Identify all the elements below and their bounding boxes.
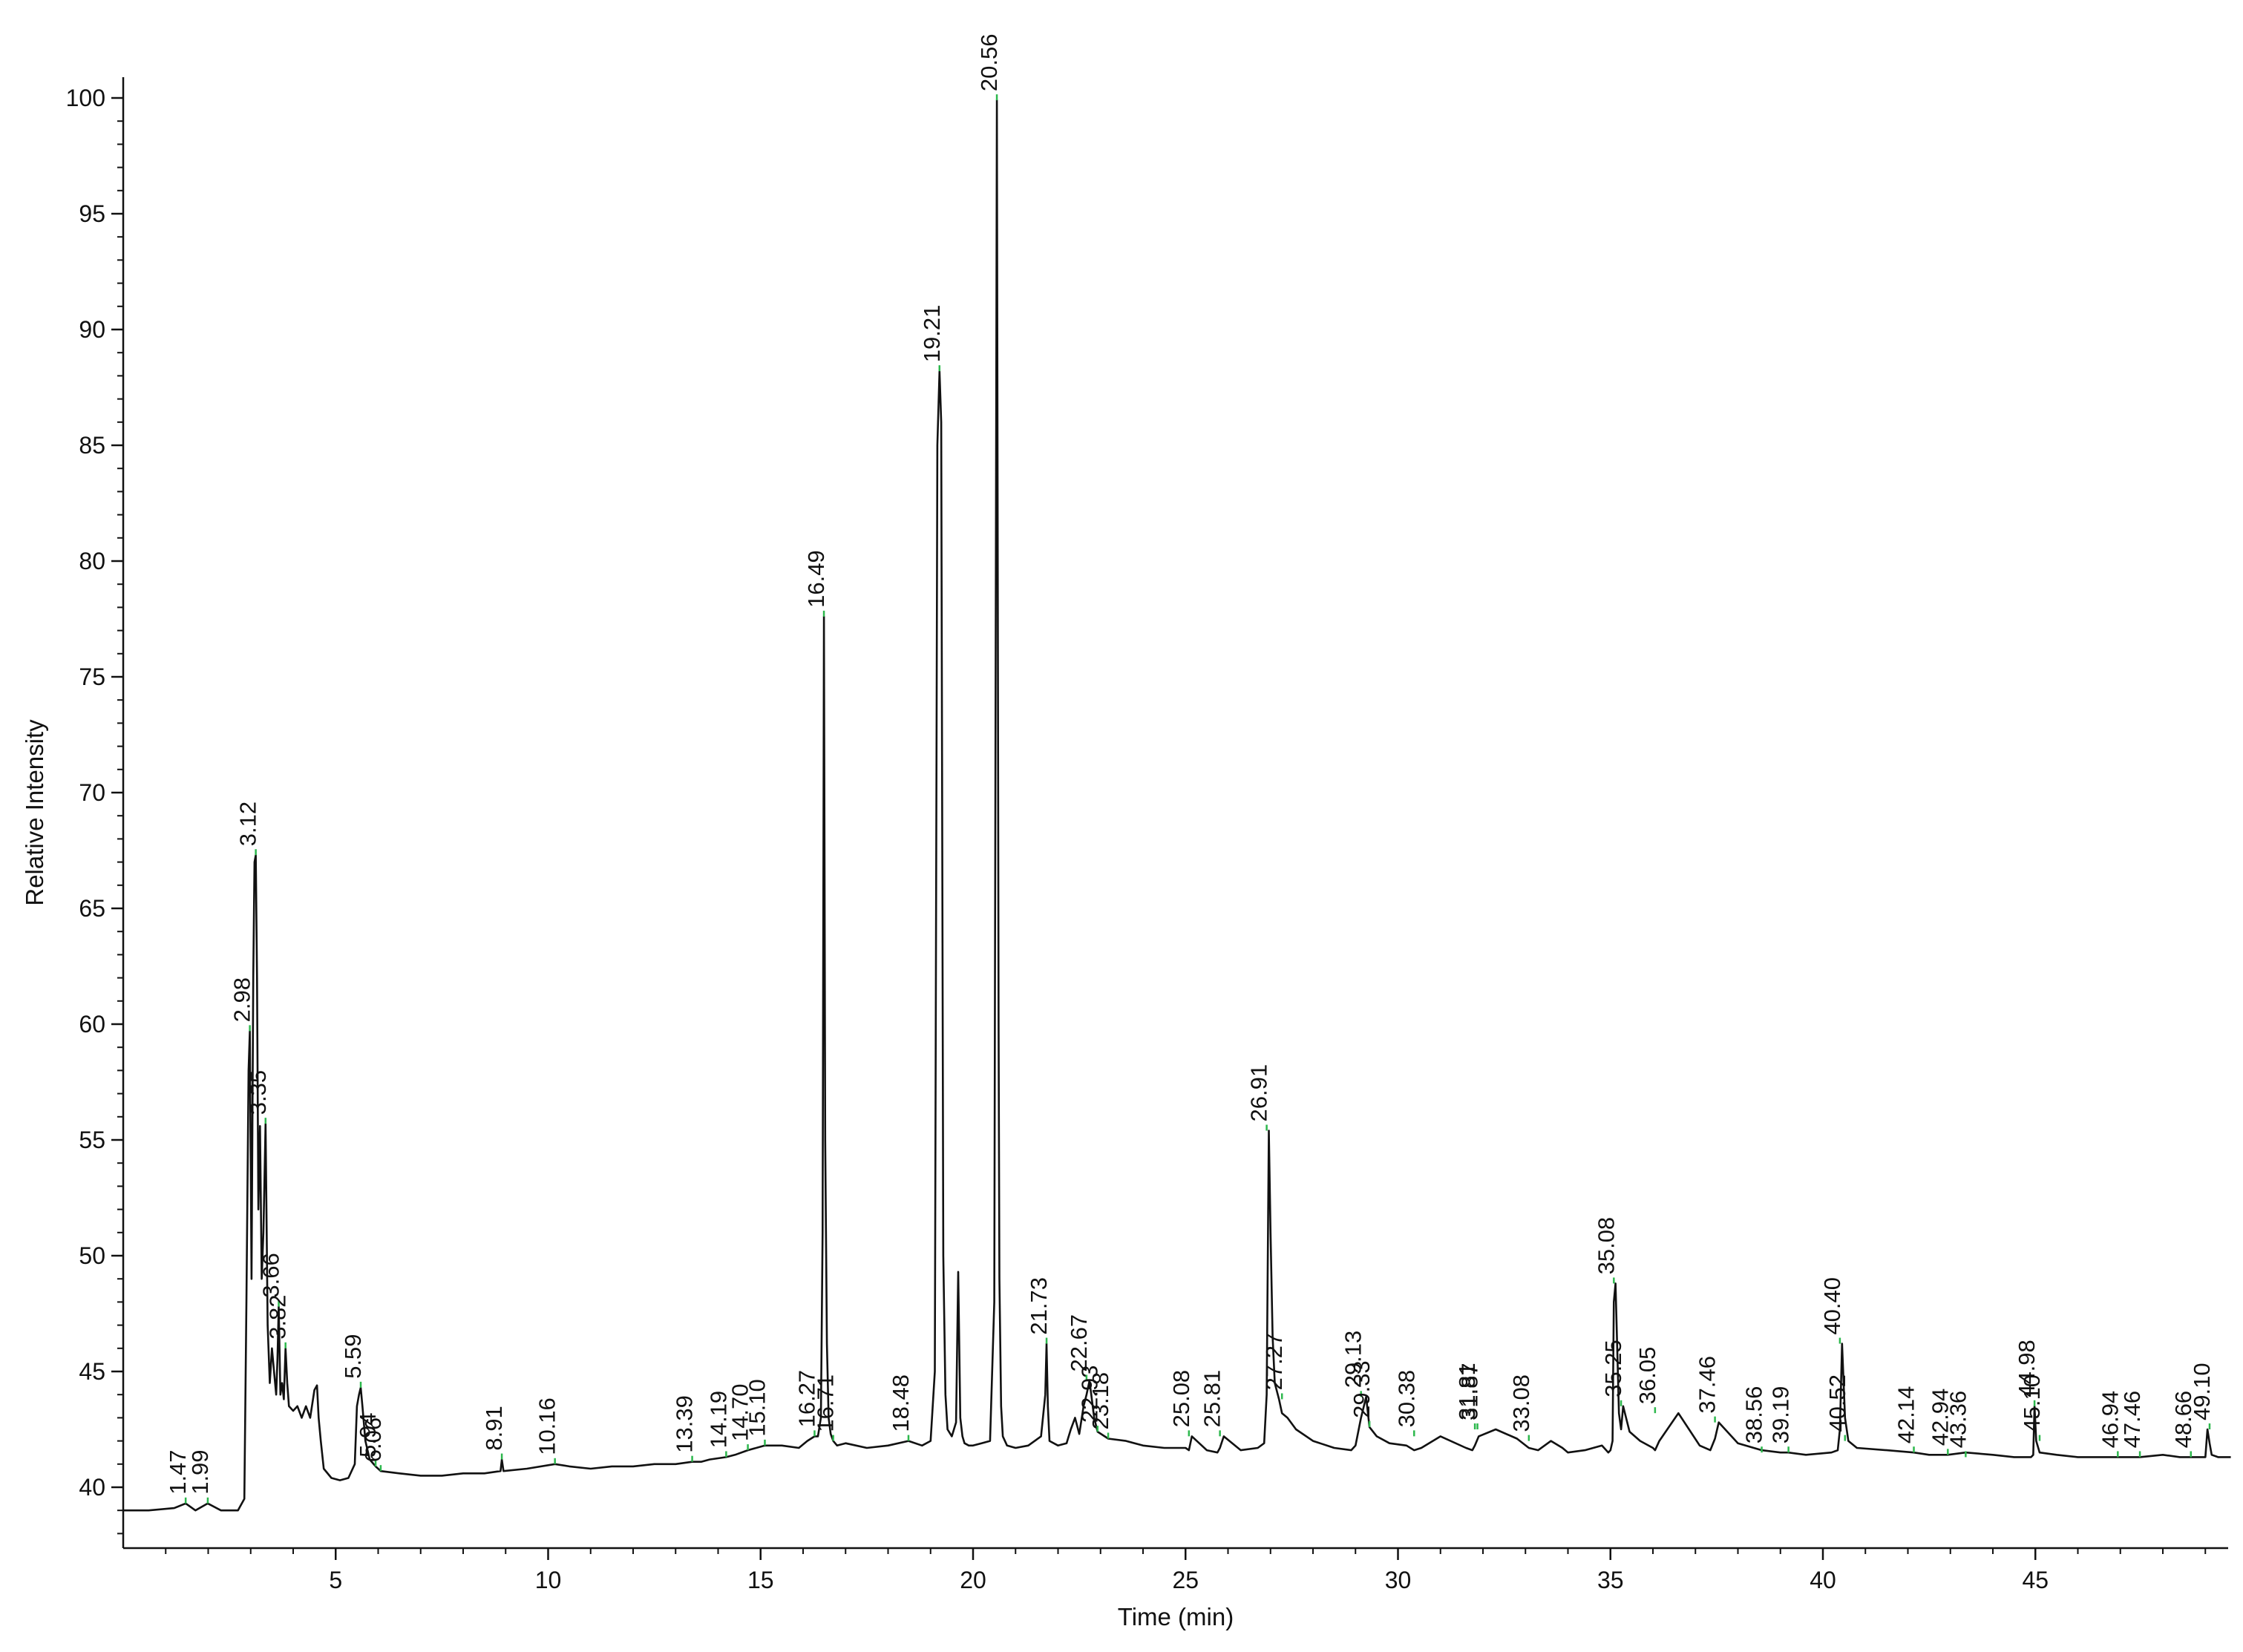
peak-label: 40.40 — [1819, 1277, 1845, 1335]
peak-label: 19.21 — [919, 305, 945, 363]
peak-label: 42.94 — [1927, 1389, 1953, 1446]
peak-label: 3.35 — [245, 1070, 271, 1115]
peak-label: 40.52 — [1824, 1374, 1850, 1432]
peak-label: 5.94 — [355, 1413, 381, 1458]
peak-label: 21.73 — [1026, 1277, 1052, 1335]
y-tick-label: 85 — [79, 432, 105, 459]
peak-label: 29.33 — [1349, 1360, 1375, 1418]
peak-label: 16.27 — [794, 1370, 820, 1428]
y-tick-label: 50 — [79, 1242, 105, 1269]
chromatogram-trace — [123, 99, 2231, 1512]
y-tick-label: 90 — [79, 316, 105, 343]
peak-label: 43.36 — [1945, 1391, 1971, 1449]
y-tick-label: 65 — [79, 895, 105, 922]
peak-label: 29.13 — [1340, 1331, 1366, 1389]
peak-label: 1.47 — [165, 1449, 191, 1494]
peak-label: 44.98 — [2014, 1340, 2040, 1397]
peak-label: 20.56 — [976, 34, 1002, 92]
peak-label: 25.81 — [1199, 1370, 1225, 1428]
peak-label: 14.70 — [727, 1384, 753, 1442]
y-axis-title: Relative Intensity — [21, 719, 48, 906]
y-tick-label: 70 — [79, 779, 105, 806]
x-tick-label: 5 — [329, 1567, 342, 1593]
peak-label: 35.08 — [1593, 1217, 1619, 1275]
peak-label: 47.46 — [2119, 1391, 2145, 1449]
peak-label: 36.05 — [1634, 1347, 1660, 1405]
peak-label: 45.10 — [2019, 1374, 2045, 1432]
peak-label: 26.91 — [1246, 1064, 1272, 1122]
x-tick-label: 40 — [1810, 1567, 1836, 1593]
peak-label: 25.08 — [1168, 1370, 1194, 1428]
peak-label: 37.46 — [1694, 1356, 1720, 1414]
tick-marks: 40 45 50 55 60 65 70 75 80 85 90 95 100 5 10 15 20 25 30 35… — [66, 85, 2207, 1593]
peak-label: 13.39 — [672, 1395, 698, 1453]
y-tick-label: 40 — [79, 1474, 105, 1501]
axes — [122, 77, 2228, 1550]
trace-layer — [123, 99, 2231, 1512]
peak-label: 38.56 — [1741, 1386, 1767, 1444]
peak-label: 16.49 — [803, 550, 829, 608]
peak-label: 35.25 — [1600, 1340, 1626, 1397]
x-tick-label: 20 — [960, 1567, 986, 1593]
peak-label: 15.10 — [744, 1379, 770, 1437]
peak-label: 31.87 — [1457, 1363, 1483, 1420]
peak-label: 2.98 — [229, 977, 255, 1022]
peak-label: 5.59 — [340, 1334, 366, 1378]
peak-label: 16.71 — [813, 1374, 839, 1432]
x-tick-label: 25 — [1172, 1567, 1199, 1593]
peak-label: 42.14 — [1893, 1386, 1919, 1444]
y-tick-label: 55 — [79, 1127, 105, 1153]
x-tick-label: 30 — [1385, 1567, 1412, 1593]
x-axis-title: Time (min) — [1118, 1603, 1234, 1630]
peak-label: 18.48 — [888, 1374, 914, 1432]
y-tick-label: 80 — [79, 548, 105, 574]
peak-label: 46.94 — [2097, 1391, 2123, 1449]
peak-label: 48.66 — [2170, 1391, 2196, 1449]
x-tick-label: 10 — [535, 1567, 562, 1593]
peak-annotations: 1.471.99 2.98 3.12 3.35 3.663.82 5.59 5.946.06… — [165, 34, 2215, 1504]
peak-label: 3.12 — [235, 802, 261, 846]
peak-label: 39.19 — [1768, 1386, 1794, 1444]
peak-label: 3.82 — [265, 1294, 291, 1339]
peak-label: 30.38 — [1393, 1370, 1419, 1428]
x-tick-label: 15 — [747, 1567, 774, 1593]
peak-label: 33.08 — [1508, 1374, 1534, 1432]
peak-label: 22.93 — [1077, 1366, 1103, 1423]
peak-label: 23.18 — [1087, 1372, 1113, 1430]
x-tick-label: 35 — [1597, 1567, 1624, 1593]
peak-label: 31.81 — [1454, 1363, 1480, 1420]
y-tick-label: 95 — [79, 200, 105, 227]
peak-label: 27.27 — [1261, 1333, 1287, 1391]
x-tick-label: 45 — [2022, 1567, 2049, 1593]
peak-label: 22.67 — [1066, 1314, 1092, 1372]
y-tick-label: 60 — [79, 1011, 105, 1038]
peak-label: 1.99 — [187, 1449, 213, 1494]
peak-label: 14.19 — [705, 1391, 731, 1449]
y-tick-label: 75 — [79, 663, 105, 690]
peak-label: 10.16 — [534, 1397, 560, 1455]
y-tick-label: 100 — [66, 85, 105, 111]
peak-label: 49.10 — [2189, 1363, 2215, 1420]
peak-label: 8.91 — [481, 1406, 507, 1450]
y-tick-label: 45 — [79, 1358, 105, 1385]
peak-label: 3.66 — [258, 1253, 284, 1297]
peak-label: 6.06 — [360, 1417, 386, 1462]
